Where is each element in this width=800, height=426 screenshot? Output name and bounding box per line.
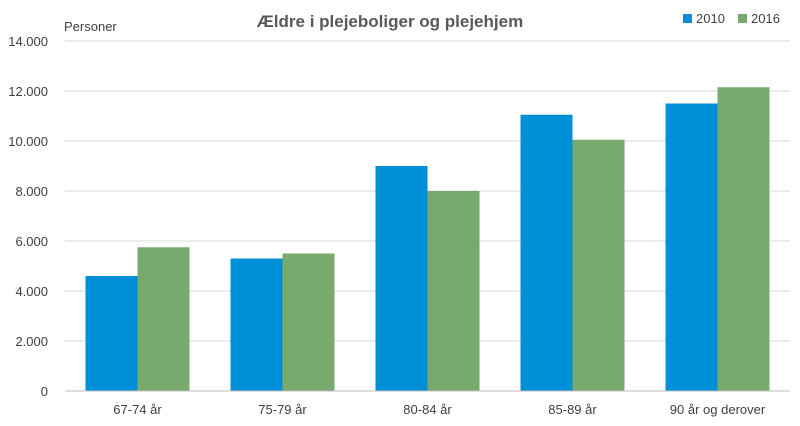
y-tick-label: 14.000 (8, 34, 48, 49)
y-tick-label: 6.000 (15, 234, 48, 249)
bar-2016-2 (282, 253, 335, 391)
legend-swatch-2010 (683, 14, 692, 23)
y-tick-label: 0 (41, 384, 48, 399)
bar-2016-4 (572, 139, 625, 391)
bars (85, 87, 770, 391)
x-category-label: 75-79 år (258, 402, 307, 417)
chart-title: Ældre i plejeboliger og plejehjem (257, 12, 523, 31)
bar-2016-1 (137, 247, 190, 391)
x-category-label: 80-84 år (403, 402, 452, 417)
y-axis-ticks: 0 2.000 4.000 6.000 8.000 10.000 12.000 14.000 (8, 34, 48, 399)
y-tick-label: 12.000 (8, 84, 48, 99)
x-category-label: 90 år og derover (670, 402, 766, 417)
y-axis-label: Personer (64, 19, 117, 34)
legend-swatch-2016 (738, 14, 747, 23)
bar-2010-4 (520, 114, 573, 391)
bar-2010-1 (85, 276, 138, 391)
bar-2016-5 (717, 87, 770, 391)
bar-2010-5 (665, 103, 718, 391)
y-tick-label: 4.000 (15, 284, 48, 299)
legend-label-2016: 2016 (751, 11, 780, 26)
bar-2016-3 (427, 191, 480, 391)
legend: 2010 2016 (683, 11, 780, 26)
x-category-label: 67-74 år (113, 402, 162, 417)
y-tick-label: 10.000 (8, 134, 48, 149)
x-category-label: 85-89 år (548, 402, 597, 417)
y-tick-label: 8.000 (15, 184, 48, 199)
y-tick-label: 2.000 (15, 334, 48, 349)
bar-2010-2 (230, 258, 283, 391)
legend-label-2010: 2010 (696, 11, 725, 26)
bar-2010-3 (375, 166, 428, 391)
x-axis-categories: 67-74 år 75-79 år 80-84 år 85-89 år 90 år og… (113, 402, 766, 417)
